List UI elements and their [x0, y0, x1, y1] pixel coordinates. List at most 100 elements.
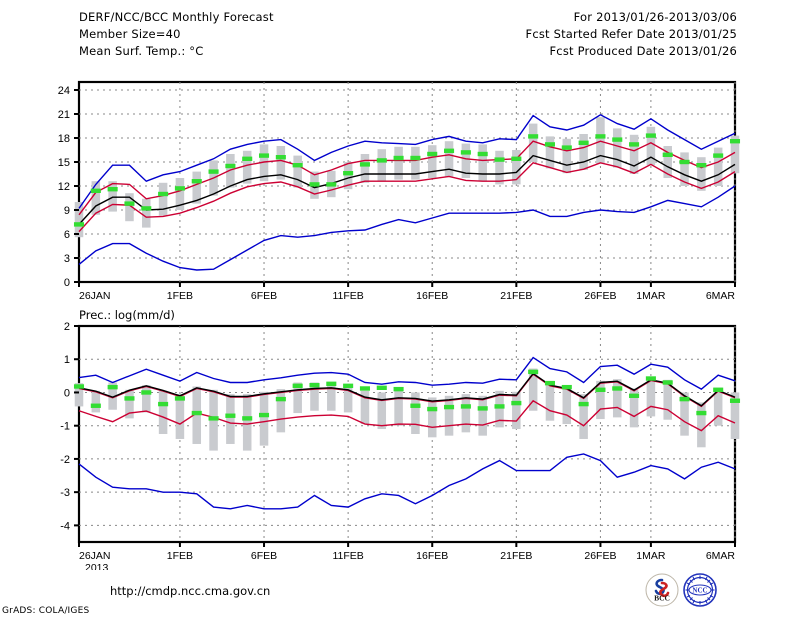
observed-marker [444, 404, 455, 410]
series-line [78, 185, 736, 271]
ncc-logo-icon: NCC [683, 573, 717, 607]
x-tick-label: 21FEB [500, 290, 532, 300]
plot-frame [77, 80, 737, 284]
observed-marker [595, 134, 606, 139]
x-tick-label: 1MAR [636, 550, 666, 562]
observed-marker [376, 158, 387, 163]
observed-marker [561, 145, 572, 150]
observed-marker [107, 384, 118, 390]
spread-box [629, 388, 639, 428]
observed-marker [225, 413, 236, 418]
observed-marker [141, 206, 152, 211]
observed-marker [309, 382, 320, 388]
y-tick-label: -1 [60, 421, 70, 433]
spread-box [293, 382, 302, 414]
x-tick-label: 1FEB [167, 550, 193, 562]
spread-box [226, 394, 235, 444]
spread-box [427, 145, 437, 178]
y-tick-label: 24 [58, 85, 70, 97]
spread-box [411, 392, 420, 434]
observed-marker [107, 187, 118, 192]
observed-marker [528, 134, 539, 139]
spread-box [327, 381, 336, 411]
observed-marker [427, 406, 438, 412]
spread-box [293, 155, 302, 188]
observed-marker [645, 133, 656, 138]
spread-box [377, 149, 387, 182]
page-title: DERF/NCC/BCC Monthly Forecast [79, 10, 274, 24]
spread-box [680, 152, 689, 186]
spread-box [411, 146, 420, 180]
spread-box [512, 150, 521, 185]
temperature-variable-label: Mean Surf. Temp.: °C [79, 44, 204, 58]
observed-marker [208, 169, 219, 174]
x-tick-label: 26JAN [79, 550, 111, 562]
observed-marker-group [73, 369, 741, 421]
spread-box [461, 143, 471, 178]
series-line [78, 162, 736, 233]
spread-box [360, 154, 370, 183]
spread-box [394, 146, 403, 180]
observed-marker [90, 403, 101, 408]
spread-box [495, 150, 504, 185]
observed-marker [696, 163, 707, 168]
observed-marker [427, 151, 438, 157]
observed-marker [511, 400, 522, 406]
spread-box [612, 128, 622, 168]
observed-marker [410, 403, 421, 408]
y-tick-label: 3 [64, 253, 70, 265]
y-tick-label: 9 [64, 205, 70, 217]
spread-box [242, 394, 252, 451]
x-tick-label: 1MAR [636, 290, 666, 300]
observed-marker [444, 148, 455, 153]
observed-marker [679, 396, 690, 402]
observed-marker [729, 139, 741, 144]
observed-marker [662, 380, 673, 385]
x-tick-label: 1FEB [167, 290, 193, 300]
forecast-started-label: Fcst Started Refer Date 2013/01/25 [525, 27, 737, 41]
observed-marker [73, 384, 85, 389]
observed-marker [561, 384, 572, 390]
observed-marker [359, 162, 370, 167]
spread-box [175, 178, 185, 210]
observed-marker [713, 387, 724, 393]
spread-box [629, 134, 639, 174]
cmdp-url-link[interactable]: http://cmdp.ncc.cma.gov.cn [110, 584, 271, 598]
observed-marker [578, 140, 589, 145]
y-tick-label: 0 [64, 277, 70, 289]
y-tick-label: 15 [58, 157, 70, 169]
observed-marker [376, 385, 387, 391]
spread-box [646, 126, 656, 166]
spread-box [125, 389, 134, 419]
observed-marker [225, 163, 236, 169]
spread-box [142, 198, 151, 228]
bcc-logo-icon: BCC [645, 573, 679, 607]
observed-marker [174, 186, 185, 191]
spread-box [596, 380, 605, 420]
series-line [78, 453, 736, 510]
spread-box [663, 379, 672, 420]
x-tick-label: 6MAR [706, 290, 736, 300]
x-tick-label: 26JAN [79, 290, 111, 300]
observed-marker [258, 412, 270, 418]
spread-box [108, 181, 117, 212]
member-size-label: Member Size=40 [79, 27, 181, 41]
y-tick-label: 6 [64, 229, 70, 241]
observed-marker [393, 386, 404, 392]
observed-marker [679, 159, 690, 165]
observed-marker [124, 201, 135, 206]
observed-marker [544, 380, 556, 386]
spread-box [444, 141, 454, 177]
x-tick-label: 26FEB [584, 550, 616, 562]
forecast-period-label: For 2013/01/26-2013/03/06 [573, 10, 737, 24]
spread-box [646, 376, 656, 417]
spread-box [175, 394, 185, 439]
spread-box [596, 117, 605, 164]
x-tick-label: 6FEB [251, 290, 277, 300]
ncc-logo: NCC [683, 573, 717, 607]
spread-box [108, 382, 117, 410]
observed-marker [158, 191, 169, 197]
observed-marker [494, 157, 505, 162]
observed-marker-group [73, 133, 741, 227]
